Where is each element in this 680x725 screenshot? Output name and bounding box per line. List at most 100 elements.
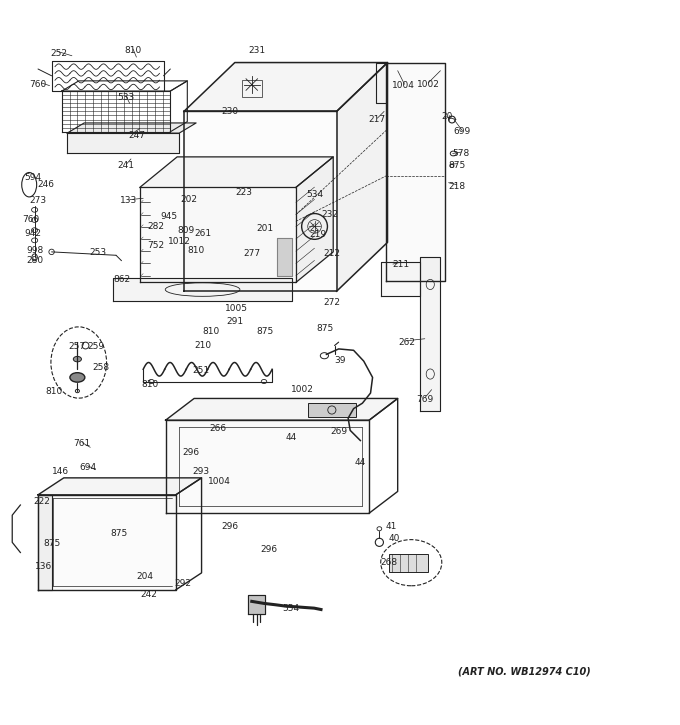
Text: 875: 875 (257, 328, 274, 336)
Text: 218: 218 (448, 181, 465, 191)
Text: 41: 41 (385, 522, 396, 531)
Text: 211: 211 (392, 260, 409, 268)
Text: 261: 261 (194, 229, 211, 238)
Text: 273: 273 (29, 196, 47, 205)
Text: 242: 242 (140, 590, 157, 599)
Text: 1005: 1005 (225, 304, 248, 312)
Text: 1002: 1002 (417, 80, 440, 88)
Text: 291: 291 (226, 318, 243, 326)
Text: 699: 699 (454, 128, 471, 136)
Text: 534: 534 (306, 190, 324, 199)
Polygon shape (67, 133, 179, 154)
Text: 212: 212 (324, 249, 341, 258)
Text: 594: 594 (24, 173, 42, 182)
Text: 146: 146 (52, 467, 69, 476)
Text: 282: 282 (147, 223, 164, 231)
Text: 998: 998 (26, 246, 44, 255)
Text: 252: 252 (50, 49, 67, 58)
Bar (241, 80, 262, 96)
Text: 247: 247 (128, 130, 145, 140)
Text: 810: 810 (124, 46, 141, 55)
Text: 1004: 1004 (392, 81, 415, 90)
Bar (389, 554, 428, 571)
Polygon shape (140, 157, 333, 188)
Text: 232: 232 (322, 210, 339, 219)
Polygon shape (184, 112, 337, 291)
Text: 222: 222 (33, 497, 50, 506)
Polygon shape (38, 478, 201, 495)
Text: 253: 253 (89, 248, 106, 257)
Text: 809: 809 (177, 225, 194, 235)
Polygon shape (113, 278, 292, 302)
Text: 217: 217 (369, 115, 386, 124)
Text: 20: 20 (441, 112, 453, 121)
Polygon shape (337, 62, 388, 291)
Text: 862: 862 (113, 276, 130, 284)
Polygon shape (38, 495, 52, 590)
Text: 533: 533 (118, 94, 135, 102)
Text: 136: 136 (35, 562, 52, 571)
Text: 269: 269 (330, 427, 347, 436)
Text: 268: 268 (380, 558, 397, 567)
Text: 810: 810 (188, 246, 205, 255)
Text: 280: 280 (26, 256, 44, 265)
Polygon shape (420, 257, 441, 411)
Text: 296: 296 (260, 544, 277, 554)
Text: 241: 241 (118, 161, 135, 170)
Ellipse shape (70, 373, 85, 382)
Text: 277: 277 (243, 249, 260, 258)
Text: 694: 694 (79, 463, 96, 472)
Polygon shape (296, 157, 333, 283)
Text: 231: 231 (249, 46, 266, 55)
Text: 230: 230 (222, 107, 239, 116)
Text: 769: 769 (416, 395, 433, 405)
Text: 810: 810 (45, 386, 63, 396)
Text: 942: 942 (24, 229, 41, 238)
Text: 272: 272 (324, 298, 341, 307)
Polygon shape (381, 262, 420, 296)
Polygon shape (248, 594, 265, 613)
Text: 44: 44 (355, 457, 366, 467)
Text: 761: 761 (73, 439, 90, 449)
Text: 296: 296 (222, 522, 239, 531)
Ellipse shape (73, 357, 82, 362)
Text: 251: 251 (192, 366, 209, 375)
Polygon shape (166, 420, 369, 513)
Text: 875: 875 (448, 161, 465, 170)
Bar (308, 403, 356, 417)
Text: 257: 257 (69, 342, 86, 352)
Text: 259: 259 (87, 342, 104, 352)
Polygon shape (67, 123, 196, 133)
Text: 1012: 1012 (168, 237, 190, 247)
Polygon shape (184, 62, 388, 112)
Text: 258: 258 (92, 362, 109, 372)
Text: 201: 201 (257, 223, 274, 233)
Text: 1004: 1004 (209, 477, 231, 486)
Text: 810: 810 (203, 328, 220, 336)
Text: 875: 875 (111, 529, 128, 538)
Polygon shape (386, 62, 445, 281)
Bar (277, 239, 292, 276)
Text: 39: 39 (335, 356, 345, 365)
Text: 262: 262 (398, 338, 415, 347)
Polygon shape (140, 188, 296, 283)
Text: 223: 223 (235, 188, 252, 197)
Text: 875: 875 (316, 324, 334, 333)
Text: 752: 752 (147, 241, 164, 250)
Text: 40: 40 (388, 534, 400, 544)
Text: 296: 296 (182, 447, 199, 457)
Text: 760: 760 (29, 80, 47, 88)
Text: 133: 133 (120, 196, 137, 205)
Text: 202: 202 (181, 195, 198, 204)
Text: 210: 210 (194, 341, 211, 350)
Text: 293: 293 (192, 467, 209, 476)
Text: 219: 219 (309, 231, 327, 239)
Polygon shape (166, 399, 398, 420)
Text: 945: 945 (160, 212, 177, 221)
Text: (ART NO. WB12974 C10): (ART NO. WB12974 C10) (458, 666, 591, 676)
Text: 1002: 1002 (291, 385, 314, 394)
Text: 292: 292 (174, 579, 191, 587)
Text: 266: 266 (209, 424, 226, 433)
Text: 246: 246 (37, 181, 54, 189)
Text: 578: 578 (452, 149, 469, 158)
